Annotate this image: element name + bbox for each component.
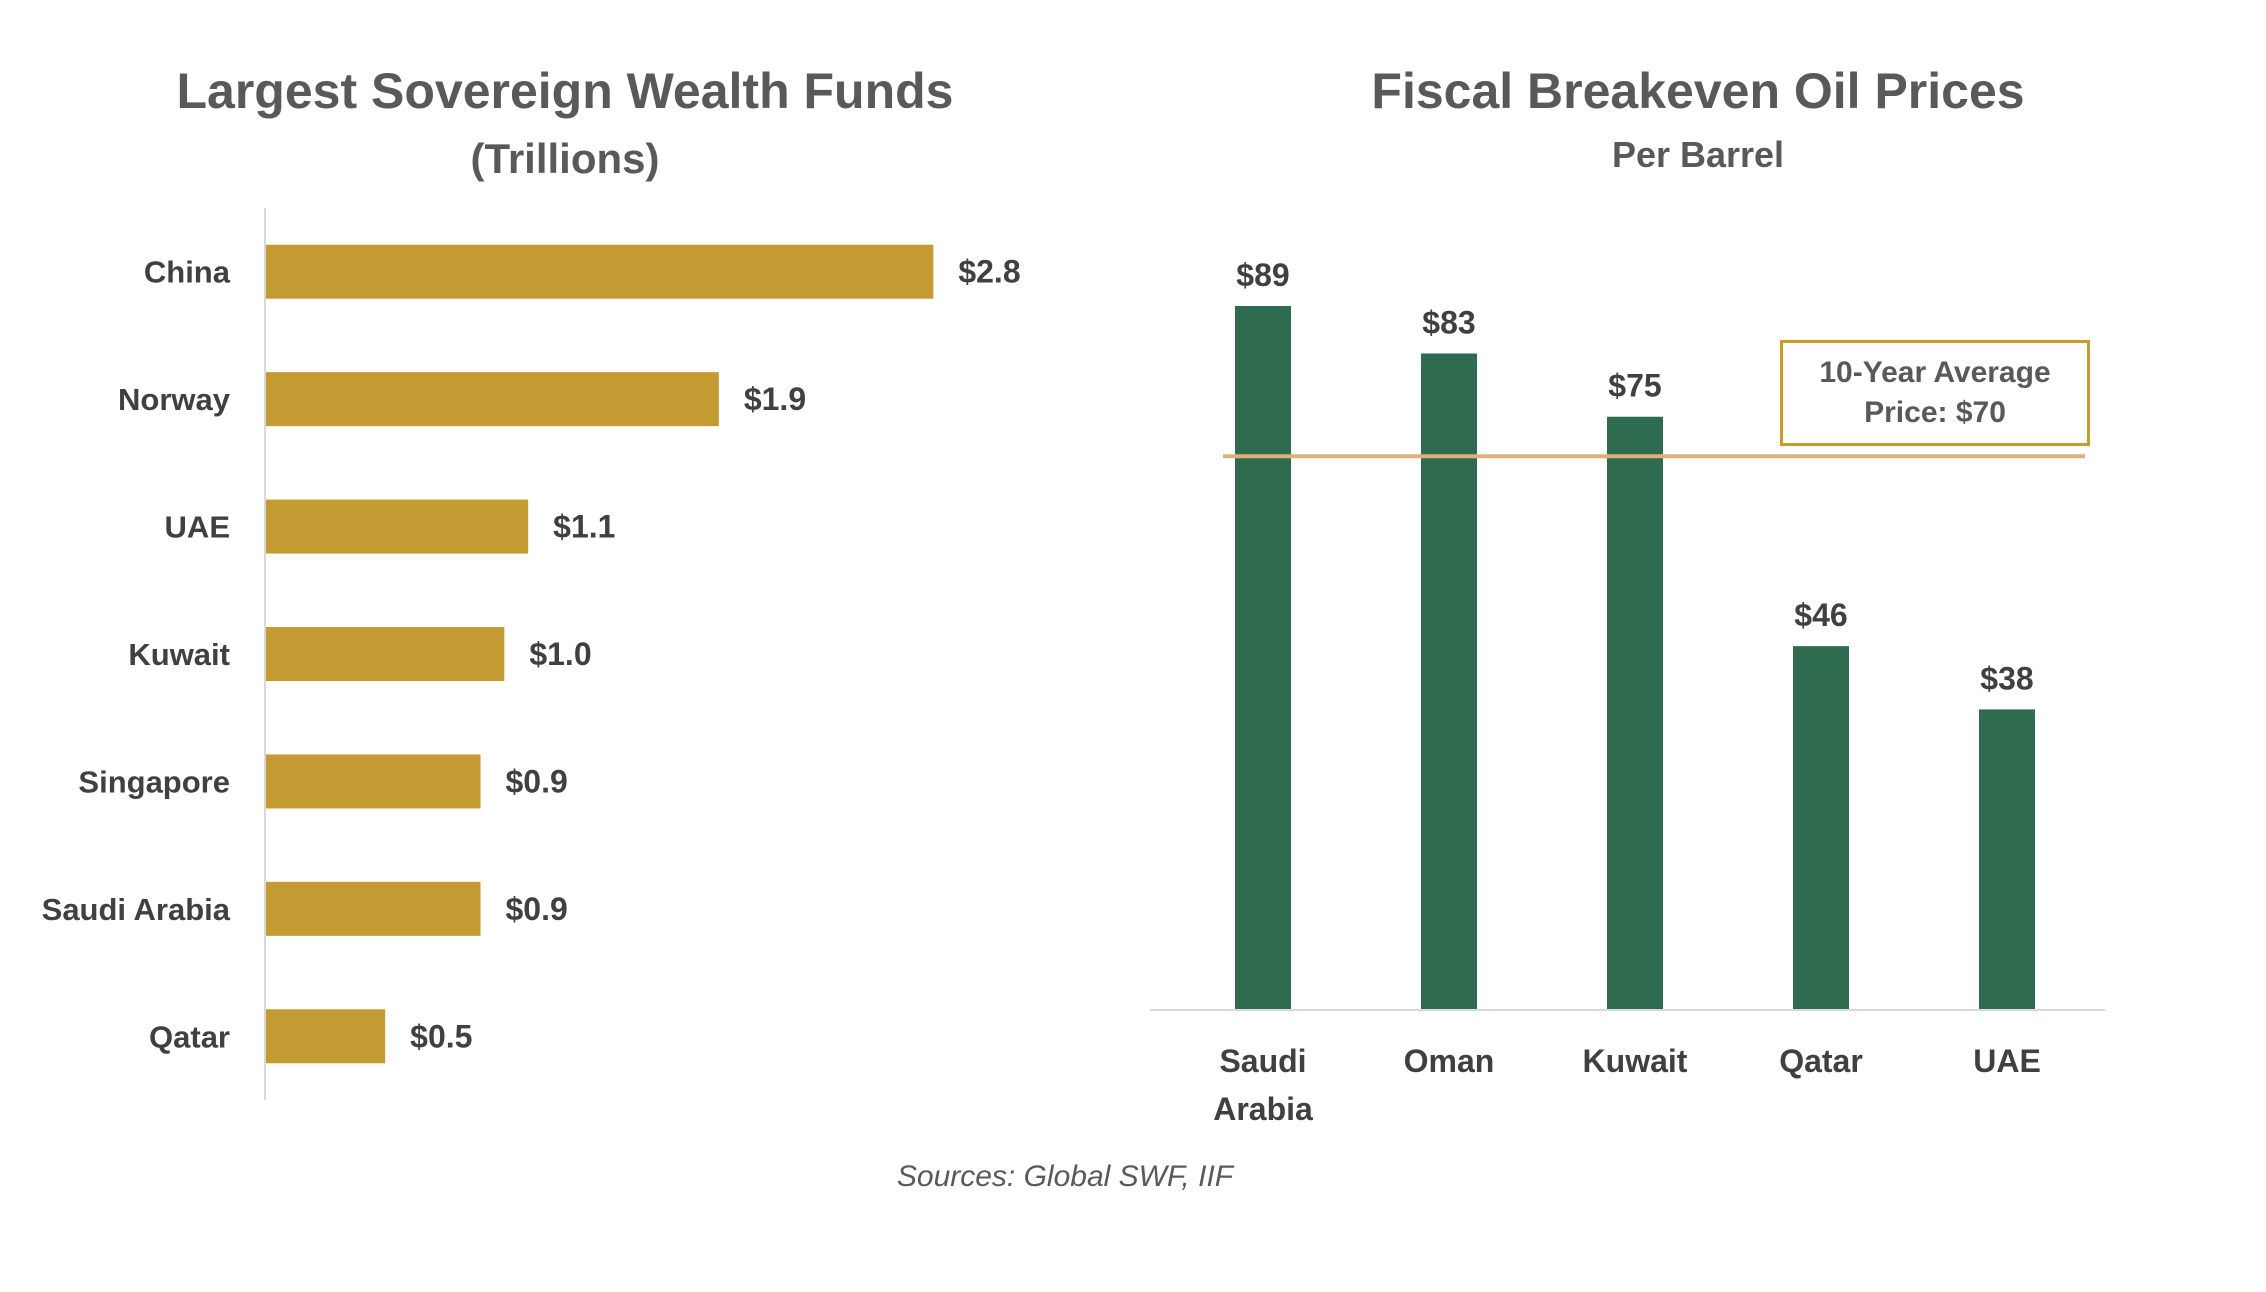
swf-bar-5: [266, 881, 481, 936]
sources-note: Sources: Global SWF, IIF: [896, 1160, 1234, 1193]
breakeven-category-label-3-0: Qatar: [1779, 1043, 1863, 1079]
swf-chart-subtitle: (Trillions): [470, 135, 660, 182]
swf-bar-chart: China $2.8 Norway $1.9 UAE $1.1 Kuwait $1.0 Sing…: [42, 208, 1021, 1100]
breakeven-chart-subtitle: Per Barrel: [1611, 134, 1785, 175]
swf-category-label-4: Singapore: [78, 764, 230, 799]
breakeven-category-label-0-1: Arabia: [1213, 1091, 1313, 1127]
ten-year-average-label: 10-Year Average Price: $70: [1780, 340, 2090, 446]
breakeven-bar-3: [1793, 646, 1849, 1010]
breakeven-category-label-1-0: Oman: [1404, 1043, 1495, 1079]
average-label-line-1: 10-Year Average: [1819, 356, 2051, 389]
breakeven-bar-1: [1421, 353, 1477, 1010]
breakeven-value-label-3: $46: [1794, 597, 1847, 633]
breakeven-chart-panel: Fiscal Breakeven Oil Prices Per Barrel: [1130, 0, 2266, 1160]
swf-category-label-3: Kuwait: [128, 637, 230, 672]
swf-bar-4: [266, 754, 481, 809]
swf-category-label-5: Saudi Arabia: [42, 892, 231, 927]
breakeven-category-label-4-0: UAE: [1973, 1043, 2041, 1079]
swf-value-label-0: $2.8: [958, 254, 1020, 290]
swf-value-label-4: $0.9: [506, 763, 568, 799]
swf-chart-panel: Largest Sovereign Wealth Funds (Trillion…: [0, 0, 1130, 1160]
breakeven-bar-chart: $89 Saudi Arabia $83 Oman $75 Kuwait $46 Qatar $3…: [1150, 257, 2105, 1127]
breakeven-value-label-0: $89: [1236, 257, 1289, 293]
breakeven-value-label-1: $83: [1422, 304, 1475, 340]
swf-bar-0: [266, 244, 934, 299]
swf-category-label-0: China: [144, 255, 231, 290]
swf-category-label-6: Qatar: [149, 1019, 230, 1054]
breakeven-bar-0: [1235, 306, 1291, 1010]
swf-category-label-2: UAE: [165, 510, 230, 545]
breakeven-value-label-4: $38: [1980, 660, 2033, 696]
swf-value-label-3: $1.0: [529, 636, 591, 672]
swf-value-label-5: $0.9: [506, 891, 568, 927]
swf-category-label-1: Norway: [118, 382, 231, 417]
breakeven-bar-2: [1607, 416, 1663, 1010]
swf-value-label-1: $1.9: [744, 381, 806, 417]
swf-chart-title: Largest Sovereign Wealth Funds: [176, 63, 954, 119]
swf-value-label-6: $0.5: [410, 1018, 472, 1054]
swf-bar-1: [266, 372, 719, 427]
swf-bar-2: [266, 499, 529, 554]
breakeven-bar-4: [1979, 709, 2035, 1010]
breakeven-value-label-2: $75: [1608, 368, 1661, 404]
breakeven-category-label-2-0: Kuwait: [1583, 1043, 1688, 1079]
swf-value-label-2: $1.1: [553, 509, 615, 545]
breakeven-chart-title: Fiscal Breakeven Oil Prices: [1371, 63, 2025, 119]
breakeven-category-label-0-0: Saudi: [1219, 1043, 1306, 1079]
average-label-line-2: Price: $70: [1864, 396, 2006, 429]
swf-bar-3: [266, 627, 505, 681]
swf-bar-6: [266, 1009, 386, 1064]
